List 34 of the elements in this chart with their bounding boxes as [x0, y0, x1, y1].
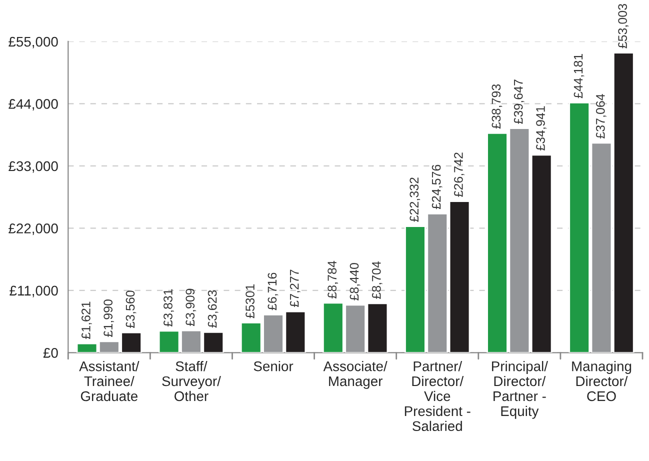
x-tick-label: Senior [254, 361, 294, 372]
x-tick-label: Partner/ Director/ Vice President - Salaried [404, 361, 470, 432]
y-tick-label: £55,000 [8, 36, 58, 48]
data-label: £26,742 [454, 152, 464, 197]
data-label: £8,704 [372, 261, 382, 299]
y-tick-label: £11,000 [10, 286, 58, 298]
y-tick-label: £0 [43, 348, 58, 358]
data-label: £38,793 [492, 84, 502, 129]
data-label: £1,990 [104, 299, 114, 337]
y-tick-label: £22,000 [8, 224, 58, 236]
data-label: £3,909 [186, 288, 196, 326]
data-label: £1,621 [82, 302, 92, 339]
data-label: £34,941 [536, 106, 546, 150]
data-label: £37,064 [596, 94, 606, 138]
data-label: £3,623 [208, 290, 218, 328]
data-label: £7,277 [290, 270, 300, 307]
data-label: £53,003 [618, 4, 628, 48]
x-tick-label: Staff/ Surveyor/ Other [162, 361, 221, 402]
data-label: £8,440 [350, 263, 360, 300]
data-label: £3,560 [126, 290, 136, 328]
x-tick-label: Associate/ Manager [323, 361, 388, 389]
x-tick-label: Managing Director/ CEO [572, 361, 632, 402]
data-label: £24,576 [432, 164, 442, 210]
y-tick-label: £33,000 [8, 161, 58, 173]
data-label: £8,784 [328, 260, 338, 298]
data-label: £3,831 [164, 289, 174, 326]
x-tick-label: Assistant/ Trainee/ Graduate [79, 361, 140, 402]
data-label: £5301 [246, 284, 254, 318]
data-label: £44,181 [574, 54, 584, 98]
x-tick-label: Principal/ Director/ Partner - Equity [492, 361, 548, 419]
data-label: £22,332 [410, 178, 420, 222]
y-tick-label: £44,000 [8, 99, 58, 111]
data-label: £39,647 [514, 80, 524, 124]
data-label: £6,716 [268, 272, 278, 310]
